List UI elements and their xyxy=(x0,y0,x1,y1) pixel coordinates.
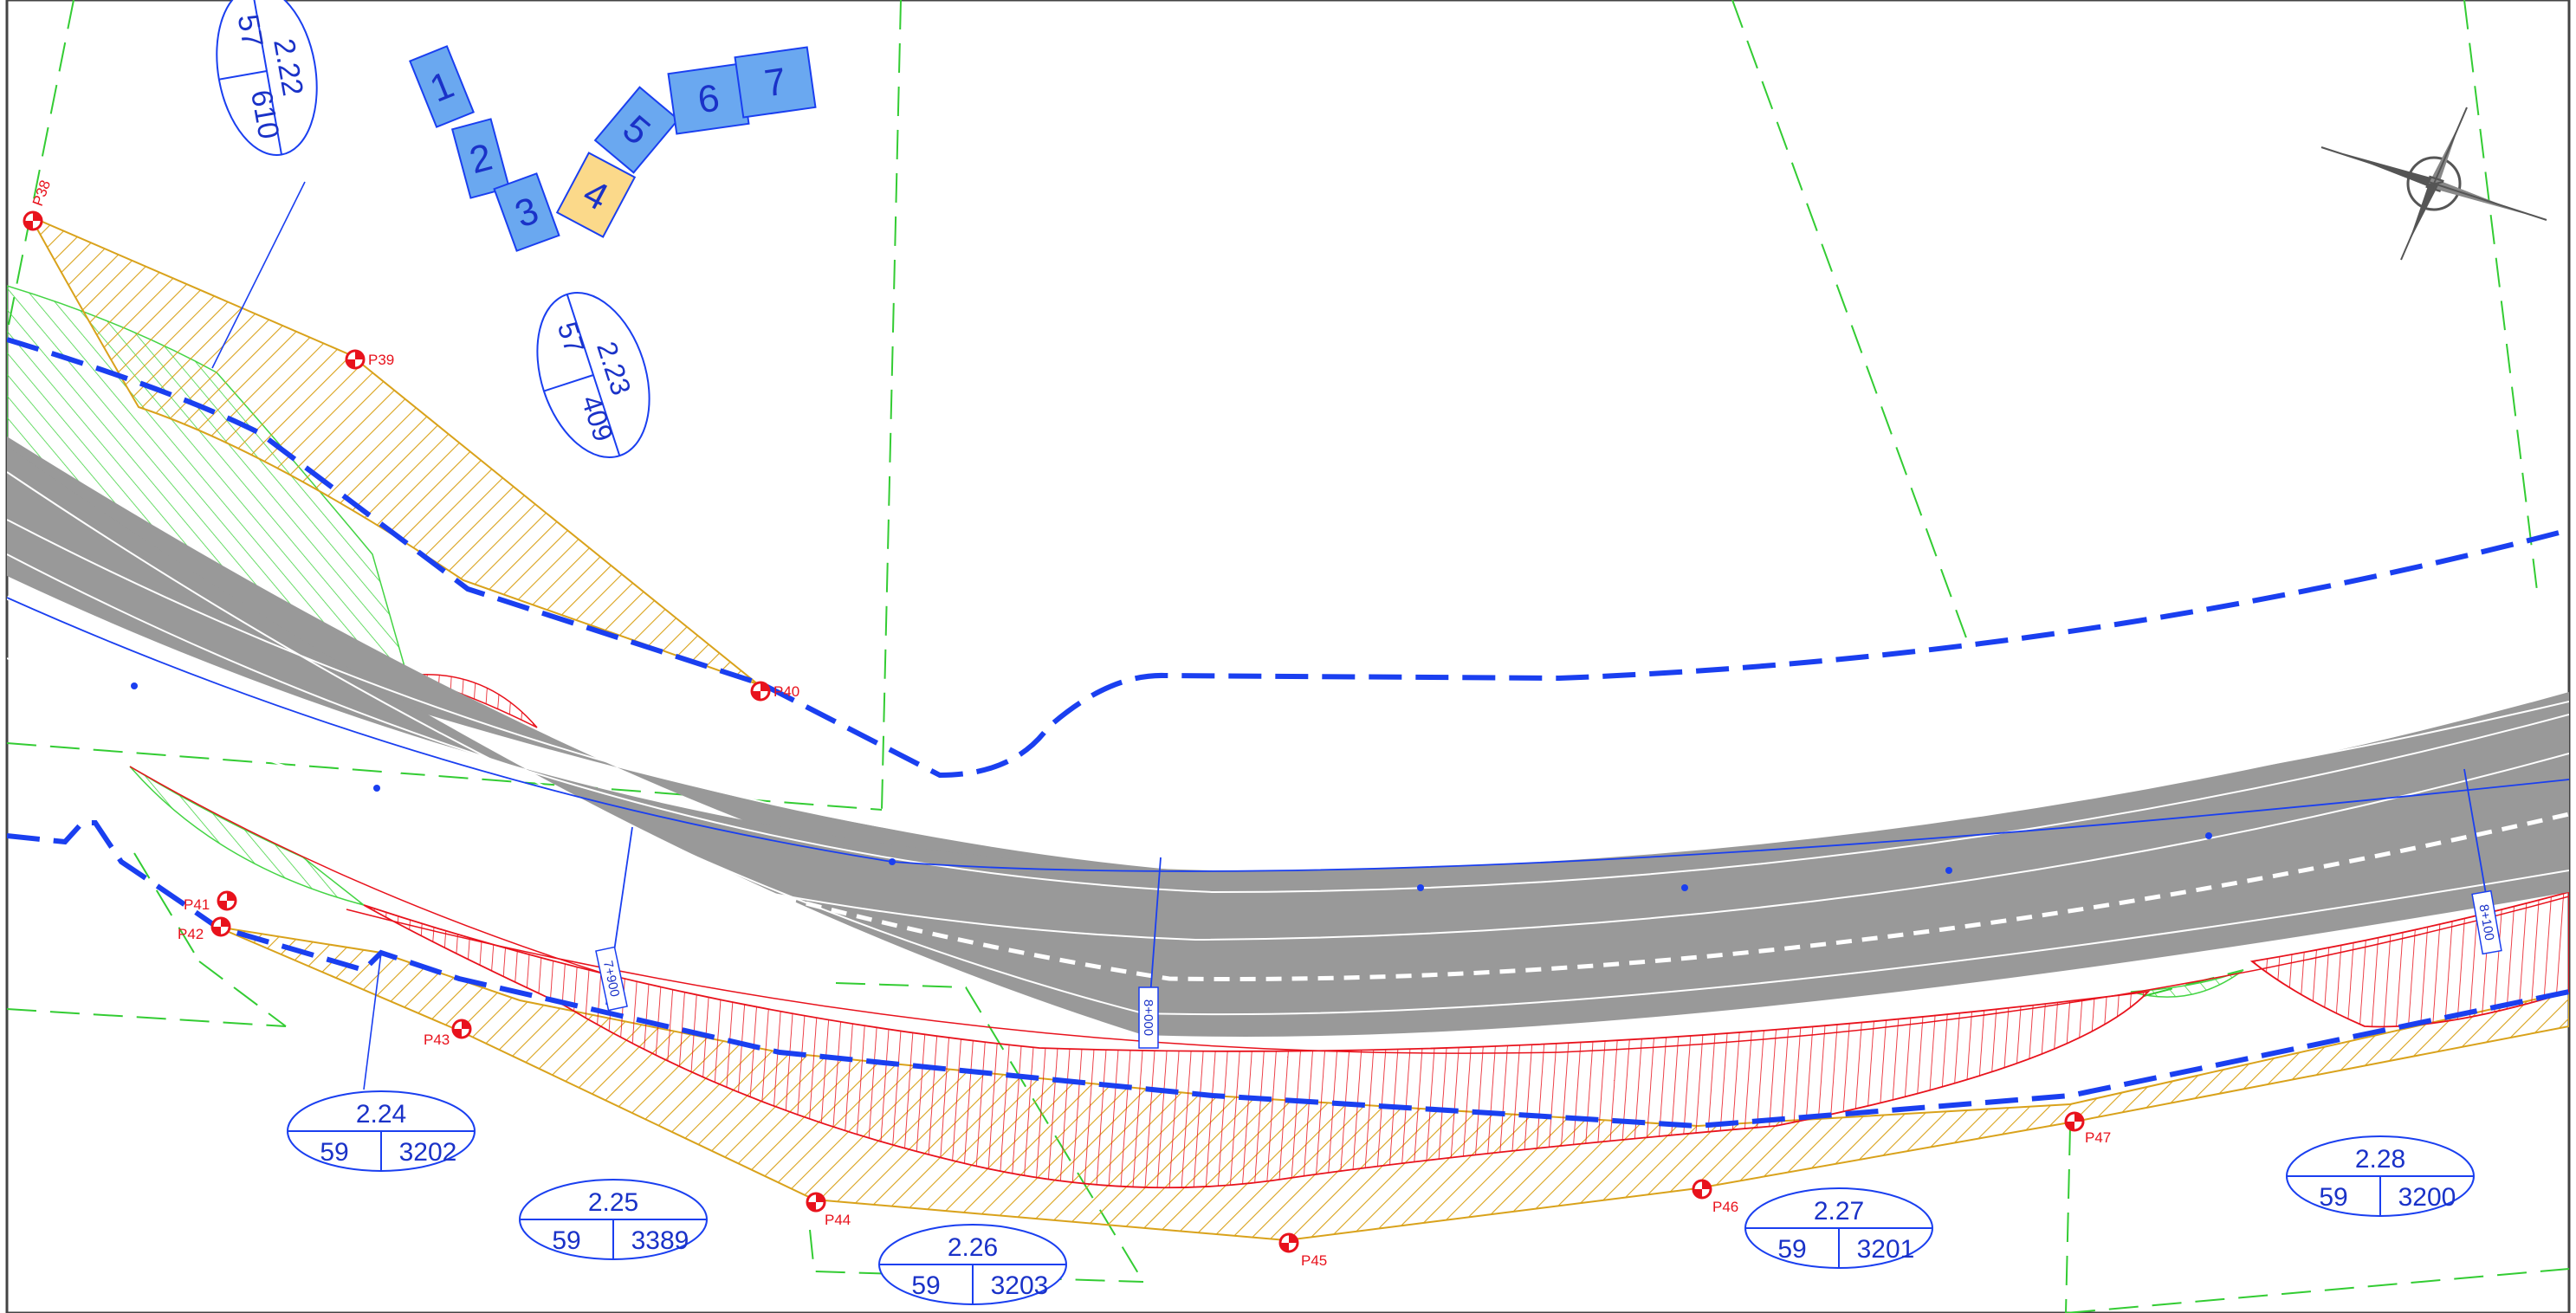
center-dashed-line xyxy=(7,595,2569,981)
parcel-number: 2.24 xyxy=(356,1100,406,1129)
green-hatch-area-3 xyxy=(2130,969,2244,998)
block-6: 6 xyxy=(667,62,750,135)
parcel-number: 2.28 xyxy=(2355,1145,2405,1174)
alignment-points xyxy=(131,682,2212,891)
survey-point-label: P43 xyxy=(424,1032,450,1048)
parcel-2-26: 2.26 59 3203 xyxy=(878,1224,1067,1305)
chainage-label-8000: 8+000 xyxy=(1138,986,1159,1049)
survey-point-label: P39 xyxy=(368,352,394,368)
parcel-area: 3201 xyxy=(1857,1235,1915,1264)
survey-point-p40: P40 xyxy=(750,681,799,702)
lane-lines-2 xyxy=(7,519,2569,941)
parcel-area: 3202 xyxy=(399,1138,457,1167)
block-7: 7 xyxy=(734,46,817,119)
survey-point-p45: P45 xyxy=(1278,1232,1327,1269)
block-5: 5 xyxy=(593,86,680,174)
survey-point-label: P46 xyxy=(1712,1199,1738,1215)
survey-point-p46: P46 xyxy=(1692,1179,1738,1215)
road-carriageway-body xyxy=(7,446,2569,1037)
survey-point-p43: P43 xyxy=(424,1019,472,1048)
chainage-label-8100: 8+100 xyxy=(2471,889,2502,955)
parcel-number: 2.26 xyxy=(948,1233,998,1262)
parcel-area: 3200 xyxy=(2398,1183,2456,1212)
parcel-number: 2.25 xyxy=(588,1188,638,1217)
parcel-sheet: 59 xyxy=(552,1226,580,1255)
parcel-2-27: 2.27 59 3201 xyxy=(1744,1187,1933,1269)
green-hatch-area-2 xyxy=(129,766,365,906)
red-hatch-area xyxy=(363,904,2151,1189)
property-boundary xyxy=(7,337,2569,1129)
numbered-blocks: 123 456 7 xyxy=(409,45,817,252)
survey-point-p47: P47 xyxy=(2064,1111,2111,1146)
survey-point-label: P42 xyxy=(178,926,204,942)
block-3: 3 xyxy=(493,172,560,252)
survey-point-label: P45 xyxy=(1301,1252,1327,1269)
survey-point-p42: P42 xyxy=(178,916,231,942)
parcel-sheet: 57 xyxy=(231,12,269,50)
block-4: 4 xyxy=(555,152,637,238)
parcel-number: 2.27 xyxy=(1814,1197,1864,1226)
survey-point-label: P41 xyxy=(184,896,210,913)
block-1: 1 xyxy=(409,45,475,128)
parcel-sheet: 59 xyxy=(2319,1183,2347,1212)
survey-point-label: P44 xyxy=(825,1212,851,1228)
parcel-sheet: 59 xyxy=(1777,1235,1806,1264)
survey-point-p44: P44 xyxy=(806,1192,851,1228)
parcel-2-28: 2.28 59 3200 xyxy=(2286,1135,2475,1217)
survey-point-p41: P41 xyxy=(184,890,237,913)
parcel-2-25: 2.25 59 3389 xyxy=(519,1179,708,1260)
block-2: 2 xyxy=(450,118,511,199)
parcel-leaders xyxy=(211,181,382,1090)
svg-text:8+000: 8+000 xyxy=(1141,999,1155,1036)
parcel-area: 3389 xyxy=(631,1226,689,1255)
parcel-sheet: 59 xyxy=(320,1138,348,1167)
survey-point-label: P47 xyxy=(2085,1129,2111,1146)
parcel-sheet: 59 xyxy=(911,1271,940,1300)
alignment-axis xyxy=(7,597,2569,872)
parcel-area: 3203 xyxy=(991,1271,1049,1300)
survey-point-label: P40 xyxy=(773,683,799,700)
survey-point-p39: P39 xyxy=(345,349,394,370)
parcel-2-24: 2.24 59 3202 xyxy=(287,1090,476,1172)
